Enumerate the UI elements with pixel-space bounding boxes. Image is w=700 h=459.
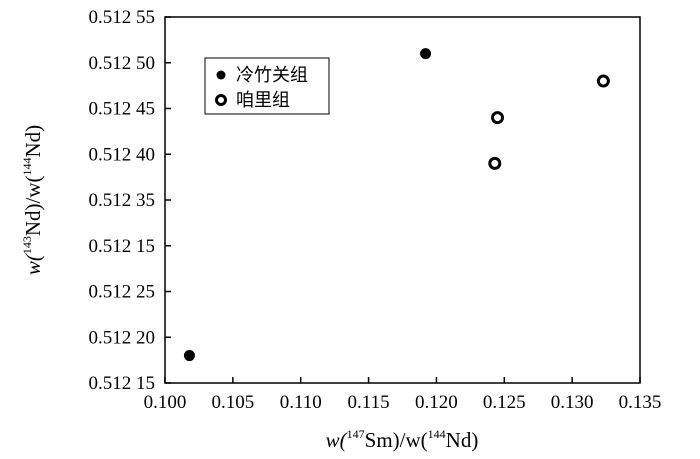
point-zanli	[488, 156, 502, 170]
y-tick-label: 0.512 55	[89, 7, 156, 28]
x-axis-ticks: 0.100 0.105 0.110 0.115 0.120 0.125 0.130 0.135	[144, 377, 662, 413]
x-tick-label: 0.105	[211, 392, 254, 413]
data-points	[183, 48, 610, 362]
point-zanli	[491, 111, 504, 125]
legend-label-lengzhuguan: 冷竹关组	[236, 65, 308, 86]
point-lengzhuguan	[420, 48, 432, 60]
y-tick-label: 0.512 20	[89, 327, 156, 348]
y-tick-label: 0.512 40	[89, 144, 156, 165]
y-tick-label: 0.512 35	[89, 190, 156, 211]
x-tick-label: 0.125	[483, 392, 526, 413]
legend-marker-open	[215, 94, 227, 106]
x-tick-label: 0.130	[551, 392, 594, 413]
x-tick-label: 0.135	[619, 392, 662, 413]
y-tick-label: 0.512 15	[89, 373, 156, 394]
legend: 冷竹关组 咱里组	[204, 57, 330, 115]
legend-box	[204, 57, 330, 115]
legend-label-zanli: 咱里组	[236, 90, 290, 111]
point-zanli	[596, 74, 610, 88]
x-tick-label: 0.115	[348, 392, 390, 413]
y-tick-label: 0.512 50	[89, 53, 156, 74]
point-lengzhuguan	[183, 350, 195, 362]
x-axis-title: w(147Sm)/w(144Nd)	[326, 427, 479, 452]
x-tick-label: 0.110	[280, 392, 322, 413]
y-tick-label: 0.512 45	[89, 99, 156, 120]
y-tick-label: 0.512 15	[89, 236, 156, 257]
y-tick-label: 0.512 25	[89, 282, 156, 303]
y-axis-ticks: 0.512 15 0.512 20 0.512 25 0.512 15 0.512 35…	[89, 7, 171, 394]
x-tick-label: 0.120	[415, 392, 458, 413]
x-tick-label: 0.100	[144, 392, 187, 413]
legend-marker-filled	[216, 70, 226, 80]
y-axis-title: w(143Nd)/w(144Nd)	[20, 125, 45, 275]
